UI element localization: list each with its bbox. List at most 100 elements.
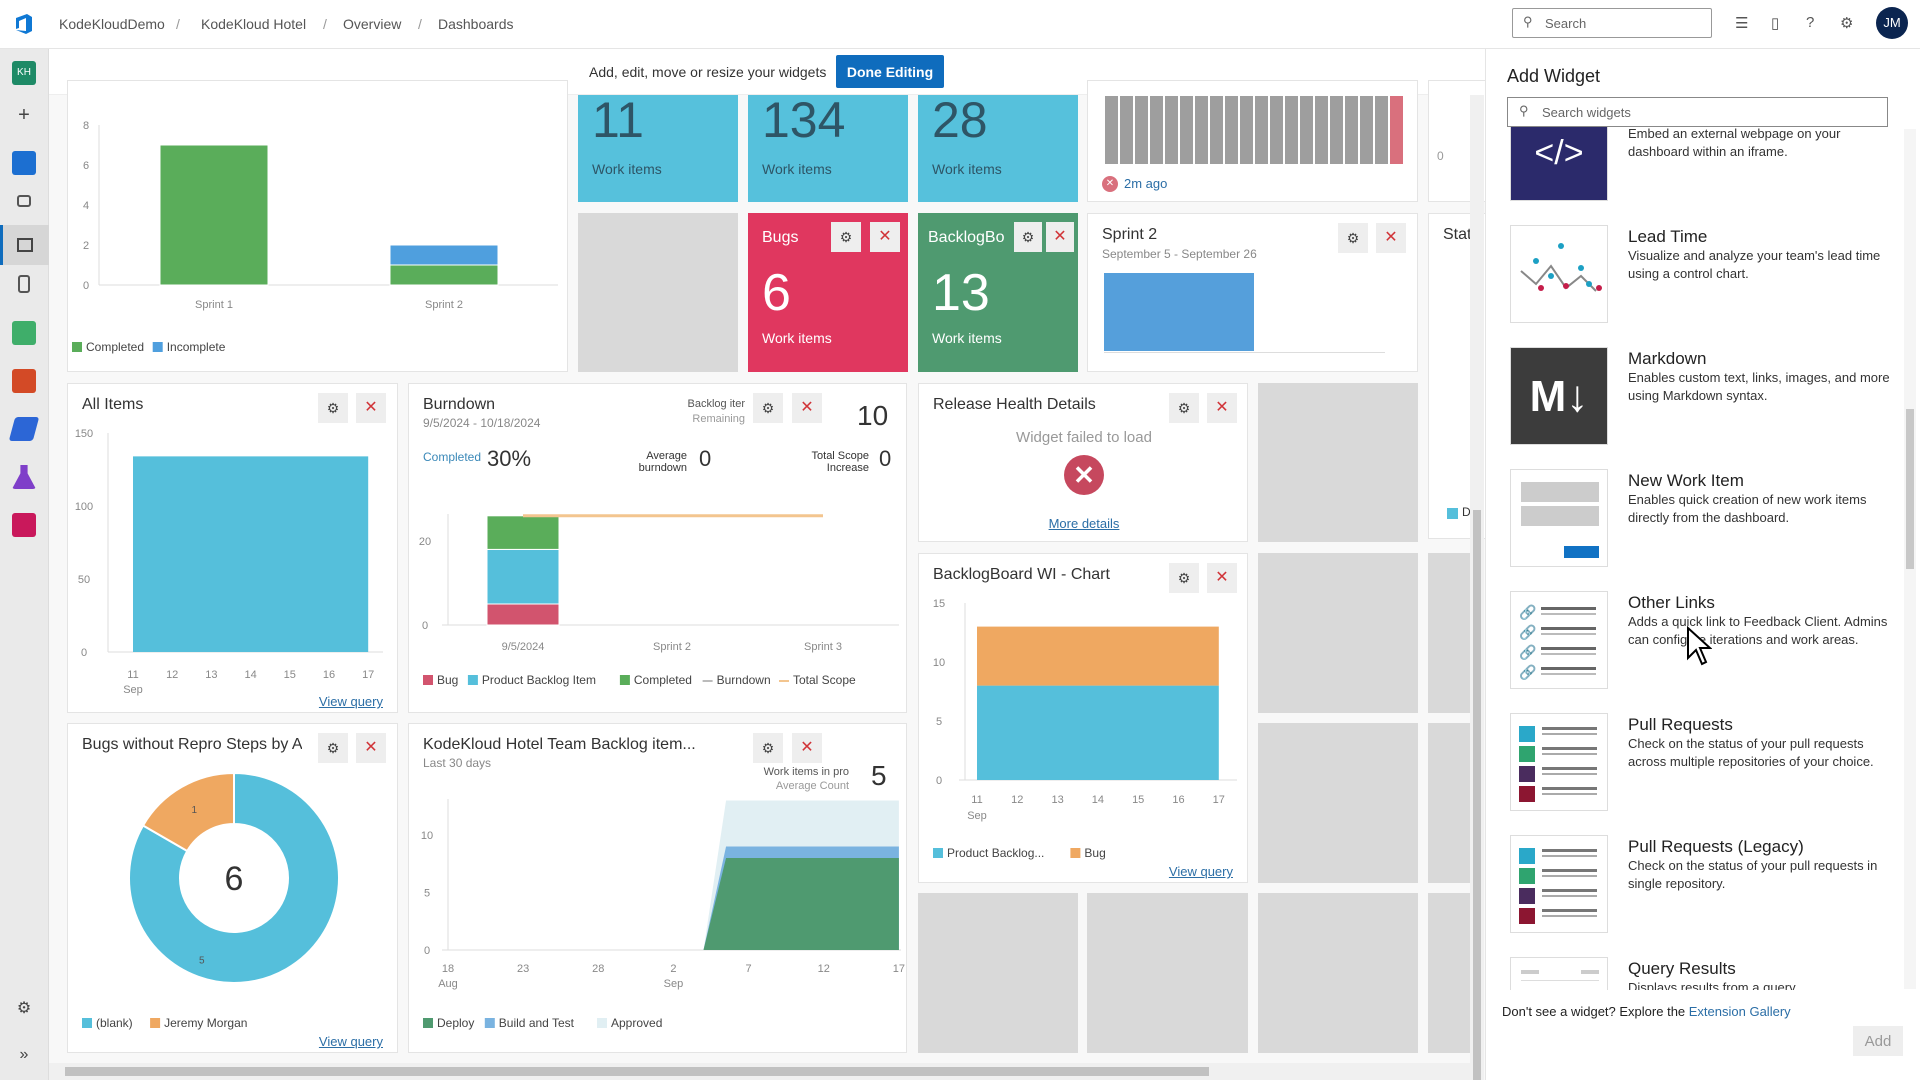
view-query-link[interactable]: View query bbox=[318, 1034, 383, 1049]
configure-button[interactable]: ⚙ bbox=[318, 393, 348, 423]
view-query-link[interactable]: View query bbox=[1168, 864, 1233, 879]
done-editing-button[interactable]: Done Editing bbox=[836, 55, 944, 88]
azure-devops-logo-icon[interactable] bbox=[13, 13, 35, 35]
build-bar-failed[interactable] bbox=[1390, 96, 1403, 164]
widget-catalog-item[interactable]: Pull Requests (Legacy) Check on the statu… bbox=[1510, 835, 1890, 945]
configure-button[interactable]: ⚙ bbox=[318, 733, 348, 763]
summary-icon[interactable] bbox=[17, 195, 31, 207]
query-tile-134[interactable]: 134 Work items bbox=[748, 95, 908, 202]
remove-button[interactable]: ✕ bbox=[870, 222, 900, 252]
breadcrumb-dashboards[interactable]: Dashboards bbox=[438, 16, 514, 32]
bugs-tile[interactable]: Bugs ⚙ ✕ 6 Work items bbox=[748, 213, 908, 372]
breadcrumb-project[interactable]: KodeKloud Hotel bbox=[201, 16, 307, 32]
widget-catalog-item[interactable]: 🔗 🔗 🔗 🔗 Other Links Adds a quick link to Feed… bbox=[1510, 591, 1890, 701]
pipelines-icon[interactable] bbox=[8, 417, 40, 441]
build-bar-ok[interactable] bbox=[1135, 96, 1148, 164]
project-avatar[interactable]: KH bbox=[12, 61, 36, 85]
widget-catalog-item[interactable]: Query Results Displays results from a que… bbox=[1510, 957, 1890, 990]
build-history-widget[interactable]: ✕ 2m ago bbox=[1087, 80, 1418, 202]
build-bar-ok[interactable] bbox=[1315, 96, 1328, 164]
build-bar-ok[interactable] bbox=[1255, 96, 1268, 164]
sprint-burndown-widget[interactable]: Sprint 2 September 5 - September 26 ⚙ ✕ bbox=[1087, 213, 1418, 372]
build-bar-ok[interactable] bbox=[1105, 96, 1118, 164]
artifacts-icon[interactable] bbox=[12, 513, 36, 537]
build-bar-ok[interactable] bbox=[1345, 96, 1358, 164]
backlog-tile[interactable]: BacklogBo ⚙ ✕ 13 Work items bbox=[918, 213, 1078, 372]
add-icon[interactable]: + bbox=[18, 104, 30, 126]
query-tile-28[interactable]: 28 Work items bbox=[918, 95, 1078, 202]
task-list-icon[interactable]: ☰ bbox=[1735, 15, 1749, 32]
cumulative-flow-widget[interactable]: 0 5 10 18 Aug 23 28 2 Sep 7 12 17 Deploy Build and Te… bbox=[408, 723, 907, 1053]
scrollbar-thumb[interactable] bbox=[1473, 510, 1481, 1080]
build-bar-ok[interactable] bbox=[1375, 96, 1388, 164]
configure-button[interactable]: ⚙ bbox=[753, 733, 783, 763]
search-input[interactable]: ⚲ Search bbox=[1512, 8, 1712, 38]
more-details-link[interactable]: More details bbox=[1048, 516, 1120, 531]
build-bar-ok[interactable] bbox=[1180, 96, 1193, 164]
overview-icon[interactable] bbox=[12, 151, 36, 175]
scrollbar-thumb[interactable] bbox=[65, 1067, 1209, 1076]
dashboards-nav-item[interactable] bbox=[0, 225, 49, 265]
expand-icon[interactable]: » bbox=[19, 1046, 29, 1063]
breadcrumb-overview[interactable]: Overview bbox=[343, 16, 402, 32]
vertical-scrollbar[interactable] bbox=[1470, 95, 1484, 1080]
remove-button[interactable]: ✕ bbox=[356, 393, 386, 423]
configure-button[interactable]: ⚙ bbox=[1169, 563, 1199, 593]
widget-title: Stat bbox=[1443, 226, 1472, 243]
widget-catalog-item[interactable]: Pull Requests Check on the status of your… bbox=[1510, 713, 1890, 823]
release-health-widget[interactable]: Release Health Details ⚙ ✕ Widget failed… bbox=[918, 383, 1248, 542]
build-bar-ok[interactable] bbox=[1165, 96, 1178, 164]
view-query-link[interactable]: View query bbox=[318, 694, 383, 709]
catalog-scrollbar[interactable] bbox=[1904, 129, 1916, 989]
build-status-time[interactable]: 2m ago bbox=[1124, 176, 1168, 191]
help-icon[interactable]: ? bbox=[1806, 14, 1815, 31]
bugs-donut-widget[interactable]: 5 1 6 (blank) Jeremy Morgan Bugs without Rep… bbox=[67, 723, 398, 1053]
configure-button[interactable]: ⚙ bbox=[831, 222, 861, 252]
remove-button[interactable]: ✕ bbox=[356, 733, 386, 763]
build-bar-ok[interactable] bbox=[1240, 96, 1253, 164]
wiki-icon[interactable] bbox=[18, 275, 30, 293]
repos-icon[interactable] bbox=[12, 369, 36, 393]
test-plans-icon[interactable] bbox=[12, 465, 36, 489]
horizontal-scrollbar[interactable] bbox=[49, 1063, 1470, 1080]
configure-button[interactable]: ⚙ bbox=[1014, 222, 1042, 252]
build-bar-ok[interactable] bbox=[1195, 96, 1208, 164]
build-bar-ok[interactable] bbox=[1225, 96, 1238, 164]
add-widget-button[interactable]: Add bbox=[1853, 1026, 1903, 1056]
widget-catalog-item[interactable]: New Work Item Enables quick creation of n… bbox=[1510, 469, 1890, 579]
widget-catalog-item[interactable]: </>Embedded WebpageEmbed an external web… bbox=[1510, 126, 1890, 213]
backlog-chart-widget[interactable]: 0 5 10 15 11 12 13 14 15 16 17 Sep Product Backlog..… bbox=[918, 553, 1248, 883]
shopping-bag-icon[interactable]: ▯ bbox=[1771, 15, 1780, 32]
widget-catalog-item[interactable]: M↓ Markdown Enables custom text, links, im… bbox=[1510, 347, 1890, 457]
build-bar-ok[interactable] bbox=[1300, 96, 1313, 164]
build-bar-ok[interactable] bbox=[1120, 96, 1133, 164]
burndown-widget[interactable]: 0 20 9/5/2024 Sprint 2 Sprint 3 Bug Product Ba… bbox=[408, 383, 907, 713]
build-bar-ok[interactable] bbox=[1150, 96, 1163, 164]
scrollbar-thumb[interactable] bbox=[1906, 409, 1914, 569]
user-avatar[interactable]: JM bbox=[1876, 7, 1908, 39]
build-bar-ok[interactable] bbox=[1210, 96, 1223, 164]
project-settings-icon[interactable]: ⚙ bbox=[16, 1000, 32, 1017]
widget-search-input[interactable]: ⚲ Search widgets bbox=[1507, 97, 1888, 127]
remove-button[interactable]: ✕ bbox=[792, 733, 822, 763]
remove-button[interactable]: ✕ bbox=[1207, 563, 1237, 593]
user-settings-icon[interactable]: ⚙ bbox=[1840, 15, 1854, 32]
build-bar-ok[interactable] bbox=[1330, 96, 1343, 164]
configure-button[interactable]: ⚙ bbox=[1169, 393, 1199, 423]
velocity-widget[interactable]: 0 2 4 6 8 Sprint 1 Sprint 2 Completed Incomplete bbox=[67, 80, 568, 372]
configure-button[interactable]: ⚙ bbox=[753, 393, 783, 423]
all-items-widget[interactable]: 0 50 100 150 11 12 13 14 15 16 17 Sep All Items ⚙ ✕… bbox=[67, 383, 398, 713]
configure-button[interactable]: ⚙ bbox=[1338, 223, 1368, 253]
remove-button[interactable]: ✕ bbox=[1207, 393, 1237, 423]
build-bar-ok[interactable] bbox=[1285, 96, 1298, 164]
remove-button[interactable]: ✕ bbox=[1046, 222, 1074, 252]
build-bar-ok[interactable] bbox=[1270, 96, 1283, 164]
widget-catalog-item[interactable]: Lead Time Visualize and analyze your team… bbox=[1510, 225, 1890, 335]
extension-gallery-link[interactable]: Extension Gallery bbox=[1688, 1004, 1791, 1019]
breadcrumb-org[interactable]: KodeKloudDemo bbox=[59, 16, 165, 32]
boards-icon[interactable] bbox=[12, 321, 36, 345]
build-bar-ok[interactable] bbox=[1360, 96, 1373, 164]
remove-button[interactable]: ✕ bbox=[792, 393, 822, 423]
query-tile-11[interactable]: 11 Work items bbox=[578, 95, 738, 202]
remove-button[interactable]: ✕ bbox=[1376, 223, 1406, 253]
